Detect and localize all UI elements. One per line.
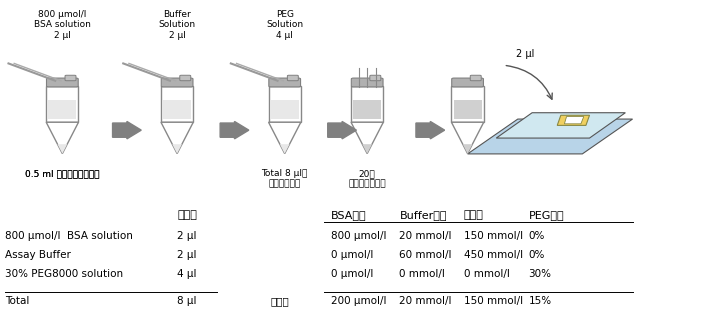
Text: 0 μmol/l: 0 μmol/l [331,250,374,260]
Text: 8 μl: 8 μl [177,296,197,306]
FancyBboxPatch shape [180,75,191,81]
Text: 200 μmol/l: 200 μmol/l [331,296,387,306]
Text: 800 μmol/l  BSA solution: 800 μmol/l BSA solution [5,231,133,241]
Text: 2 μl: 2 μl [177,231,197,241]
Text: 0 mmol/l: 0 mmol/l [400,269,446,279]
FancyBboxPatch shape [451,78,483,87]
Text: 0%: 0% [528,231,545,241]
Text: BSA濃度: BSA濃度 [331,211,367,220]
Text: Total: Total [5,296,30,306]
Polygon shape [58,144,67,154]
Polygon shape [269,122,301,154]
Bar [271,100,299,119]
FancyBboxPatch shape [65,75,76,81]
Text: 150 mmol/l: 150 mmol/l [464,296,523,306]
Text: 2 μl: 2 μl [516,49,534,59]
Polygon shape [564,116,584,124]
Polygon shape [463,144,472,154]
Text: Buffer
Solution
2 μl: Buffer Solution 2 μl [158,10,196,40]
Text: 0 μmol/l: 0 μmol/l [331,269,374,279]
Bar [354,100,381,119]
Text: 終濃度: 終濃度 [270,296,289,306]
Text: 塩濃度: 塩濃度 [464,211,484,220]
Text: Assay Buffer: Assay Buffer [5,250,71,260]
Text: 4 μl: 4 μl [177,269,197,279]
Bar [46,86,78,122]
Polygon shape [362,144,372,154]
FancyArrow shape [416,121,445,139]
FancyArrow shape [112,121,141,139]
Text: Buffer濃度: Buffer濃度 [400,211,447,220]
Text: 0%: 0% [528,250,545,260]
Bar [351,86,383,122]
Polygon shape [467,119,633,154]
Text: 0.5 ml マイクロチューブ: 0.5 ml マイクロチューブ [25,169,99,179]
FancyBboxPatch shape [470,75,481,81]
Text: 30%: 30% [528,269,552,279]
Bar [454,100,482,119]
FancyBboxPatch shape [269,78,300,87]
Polygon shape [46,122,78,154]
Bar [451,86,484,122]
FancyBboxPatch shape [287,75,298,81]
Text: 150 mmol/l: 150 mmol/l [464,231,523,241]
FancyArrow shape [220,121,249,139]
FancyBboxPatch shape [161,78,193,87]
FancyBboxPatch shape [351,78,383,87]
Polygon shape [351,122,383,154]
Polygon shape [451,122,484,154]
Polygon shape [161,122,193,154]
FancyArrow shape [328,121,356,139]
Polygon shape [280,144,289,154]
Polygon shape [557,115,590,125]
Text: 0 mmol/l: 0 mmol/l [464,269,510,279]
Bar [163,100,191,119]
Text: 20 mmol/l: 20 mmol/l [400,296,452,306]
Text: 60 mmol/l: 60 mmol/l [400,250,452,260]
Text: 0.5 ml マイクロチューブ: 0.5 ml マイクロチューブ [25,169,99,179]
Text: 添加量: 添加量 [177,211,197,220]
Polygon shape [172,144,182,154]
Bar [161,86,193,122]
Text: 2 μl: 2 μl [177,250,197,260]
Text: 20回
ピペッティング: 20回 ピペッティング [348,169,386,189]
FancyBboxPatch shape [47,78,78,87]
Bar [269,86,301,122]
FancyBboxPatch shape [370,75,381,81]
Text: 800 μmol/l
BSA solution
2 μl: 800 μmol/l BSA solution 2 μl [34,10,91,40]
Bar [48,100,76,119]
Polygon shape [496,113,626,138]
Text: PEG濃度: PEG濃度 [528,211,564,220]
Text: 800 μmol/l: 800 μmol/l [331,231,387,241]
Text: 15%: 15% [528,296,552,306]
Text: 450 mmol/l: 450 mmol/l [464,250,523,260]
Text: 20 mmol/l: 20 mmol/l [400,231,452,241]
Text: 30% PEG8000 solution: 30% PEG8000 solution [5,269,123,279]
Text: PEG
Solution
4 μl: PEG Solution 4 μl [266,10,303,40]
Text: Total 8 μlと
なるよう調製: Total 8 μlと なるよう調製 [261,169,308,189]
